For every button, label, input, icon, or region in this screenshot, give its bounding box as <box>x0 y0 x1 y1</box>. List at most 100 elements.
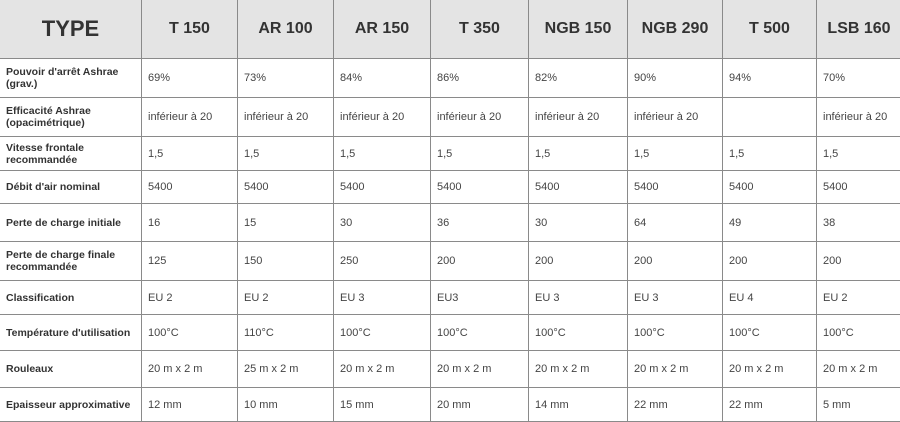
table-cell: 1,5 <box>142 137 238 171</box>
table-cell: 100°C <box>723 315 817 351</box>
table-cell: 100°C <box>334 315 431 351</box>
table-cell: 30 <box>334 204 431 242</box>
table-cell: 82% <box>529 59 628 98</box>
table-cell: 1,5 <box>238 137 334 171</box>
table-cell: 5400 <box>431 171 529 204</box>
column-header: NGB 150 <box>529 0 628 59</box>
table-cell: 90% <box>628 59 723 98</box>
row-label: Epaisseur approximative <box>0 388 142 422</box>
table-cell: 38 <box>817 204 900 242</box>
table-cell: inférieur à 20 <box>628 98 723 137</box>
table-cell: 12 mm <box>142 388 238 422</box>
table-cell: 100°C <box>142 315 238 351</box>
table-cell: 100°C <box>431 315 529 351</box>
column-header: T 150 <box>142 0 238 59</box>
column-header: NGB 290 <box>628 0 723 59</box>
table-cell: 110°C <box>238 315 334 351</box>
table-cell: 150 <box>238 242 334 281</box>
row-label: Efficacité Ashrae (opacimétrique) <box>0 98 142 137</box>
table-cell: EU 2 <box>817 281 900 315</box>
table-cell: 5400 <box>334 171 431 204</box>
table-cell: EU 3 <box>334 281 431 315</box>
row-label: Température d'utilisation <box>0 315 142 351</box>
table-cell: 200 <box>628 242 723 281</box>
table-cell: 49 <box>723 204 817 242</box>
table-cell: 250 <box>334 242 431 281</box>
table-cell: 1,5 <box>628 137 723 171</box>
table-cell: 1,5 <box>723 137 817 171</box>
table-cell: 100°C <box>817 315 900 351</box>
table-cell: 1,5 <box>431 137 529 171</box>
table-cell: 86% <box>431 59 529 98</box>
table-cell: 5 mm <box>817 388 900 422</box>
table-cell: 69% <box>142 59 238 98</box>
row-label: Perte de charge initiale <box>0 204 142 242</box>
table-cell: 1,5 <box>334 137 431 171</box>
column-header: AR 150 <box>334 0 431 59</box>
table-cell: 94% <box>723 59 817 98</box>
table-cell: 20 m x 2 m <box>817 351 900 388</box>
table-cell: inférieur à 20 <box>431 98 529 137</box>
table-cell: EU 4 <box>723 281 817 315</box>
table-cell <box>723 98 817 137</box>
table-cell: 200 <box>817 242 900 281</box>
table-cell: EU 2 <box>238 281 334 315</box>
table-cell: 73% <box>238 59 334 98</box>
table-cell: 20 m x 2 m <box>142 351 238 388</box>
table-cell: EU3 <box>431 281 529 315</box>
table-cell: inférieur à 20 <box>334 98 431 137</box>
table-cell: 20 mm <box>431 388 529 422</box>
table-cell: 5400 <box>817 171 900 204</box>
table-cell: 100°C <box>628 315 723 351</box>
table-cell: EU 3 <box>529 281 628 315</box>
row-label: Classification <box>0 281 142 315</box>
table-row: Efficacité Ashrae (opacimétrique)inférie… <box>0 98 900 137</box>
table-cell: 5400 <box>142 171 238 204</box>
table-cell: 22 mm <box>723 388 817 422</box>
table-cell: 10 mm <box>238 388 334 422</box>
table-cell: 15 mm <box>334 388 431 422</box>
table-cell: 20 m x 2 m <box>723 351 817 388</box>
row-label: Pouvoir d'arrêt Ashrae (grav.) <box>0 59 142 98</box>
table-cell: 84% <box>334 59 431 98</box>
table-cell: 36 <box>431 204 529 242</box>
table-cell: 20 m x 2 m <box>628 351 723 388</box>
table-cell: 200 <box>723 242 817 281</box>
table-cell: 125 <box>142 242 238 281</box>
table-cell: 25 m x 2 m <box>238 351 334 388</box>
table-cell: 16 <box>142 204 238 242</box>
table-cell: inférieur à 20 <box>529 98 628 137</box>
table-cell: 64 <box>628 204 723 242</box>
row-label: Vitesse frontale recommandée <box>0 137 142 171</box>
table-cell: 5400 <box>529 171 628 204</box>
table-cell: 1,5 <box>817 137 900 171</box>
table-cell: 200 <box>431 242 529 281</box>
column-header: LSB 160 <box>817 0 900 59</box>
table-cell: 14 mm <box>529 388 628 422</box>
table-cell: inférieur à 20 <box>238 98 334 137</box>
column-header: AR 100 <box>238 0 334 59</box>
table-cell: 5400 <box>238 171 334 204</box>
table-cell: inférieur à 20 <box>817 98 900 137</box>
type-header: TYPE <box>0 0 142 59</box>
row-label: Débit d'air nominal <box>0 171 142 204</box>
table-cell: inférieur à 20 <box>142 98 238 137</box>
table-cell: EU 3 <box>628 281 723 315</box>
table-cell: 200 <box>529 242 628 281</box>
table-cell: EU 2 <box>142 281 238 315</box>
row-label: Rouleaux <box>0 351 142 388</box>
table-cell: 100°C <box>529 315 628 351</box>
table-cell: 70% <box>817 59 900 98</box>
table-cell: 5400 <box>628 171 723 204</box>
row-label: Perte de charge finale recommandée <box>0 242 142 281</box>
